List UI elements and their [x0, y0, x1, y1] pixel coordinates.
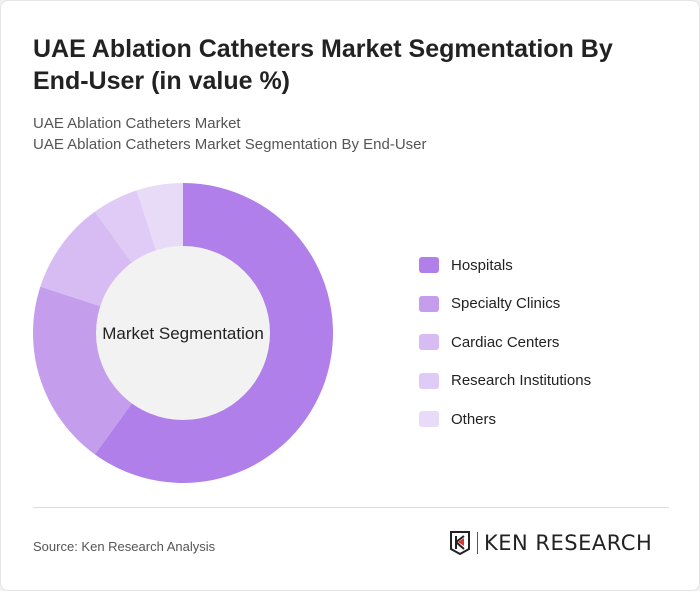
center-label: Market Segmentation	[102, 324, 264, 343]
subtitle-segmentation: UAE Ablation Catheters Market Segmentati…	[33, 136, 427, 153]
legend-item: Cardiac Centers	[419, 323, 591, 362]
legend-swatch	[419, 257, 439, 274]
ken-logo-icon	[450, 531, 470, 555]
donut-hole	[96, 246, 270, 420]
legend-item: Others	[419, 400, 591, 439]
legend-label: Others	[451, 410, 497, 428]
legend-item: Hospitals	[419, 246, 591, 285]
legend-label: Cardiac Centers	[451, 333, 560, 351]
legend-swatch	[419, 372, 439, 389]
divider	[33, 507, 669, 508]
source-note: Source: Ken Research Analysis	[33, 539, 216, 554]
chart-title: UAE Ablation Catheters Market Segmentati…	[33, 35, 613, 95]
ken-research-logo: KEN RESEARCH	[449, 531, 652, 555]
legend-item: Specialty Clinics	[419, 285, 591, 324]
legend-label: Research Institutions	[451, 372, 592, 390]
legend-label: Hospitals	[451, 256, 513, 274]
legend-swatch	[419, 334, 439, 351]
legend-item: Research Institutions	[419, 362, 591, 401]
subtitle-market: UAE Ablation Catheters Market	[33, 115, 241, 132]
logo-text: KEN RESEARCH	[484, 531, 653, 555]
legend-label: Specialty Clinics	[451, 295, 561, 313]
legend-swatch	[419, 295, 439, 312]
legend: Hospitals Specialty Clinics Cardiac Center…	[419, 246, 591, 439]
legend-swatch	[419, 411, 439, 428]
donut-chart: Market Segmentation	[33, 183, 334, 483]
